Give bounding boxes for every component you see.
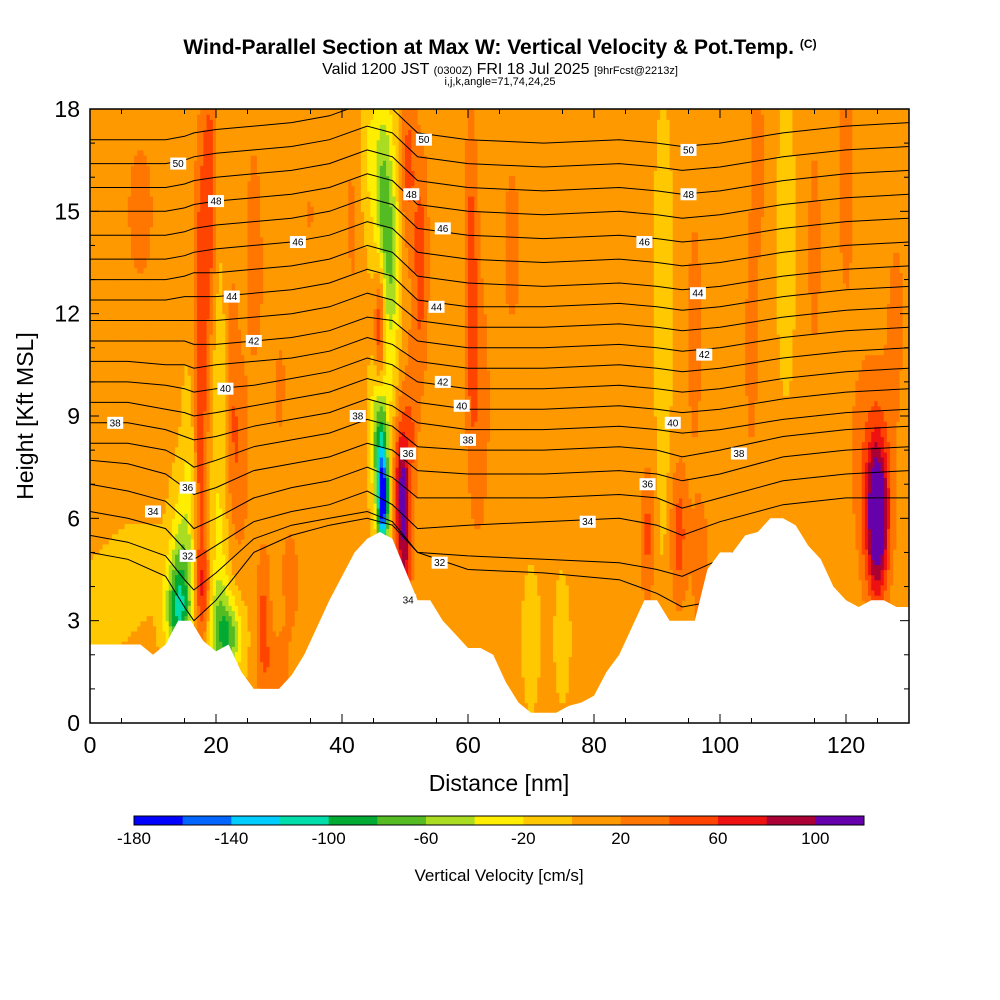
cross-section-plot: 5048464442403836343238363450484644424038…: [0, 0, 1000, 1000]
chart-figure: Wind-Parallel Section at Max W: Vertical…: [0, 0, 1000, 1000]
